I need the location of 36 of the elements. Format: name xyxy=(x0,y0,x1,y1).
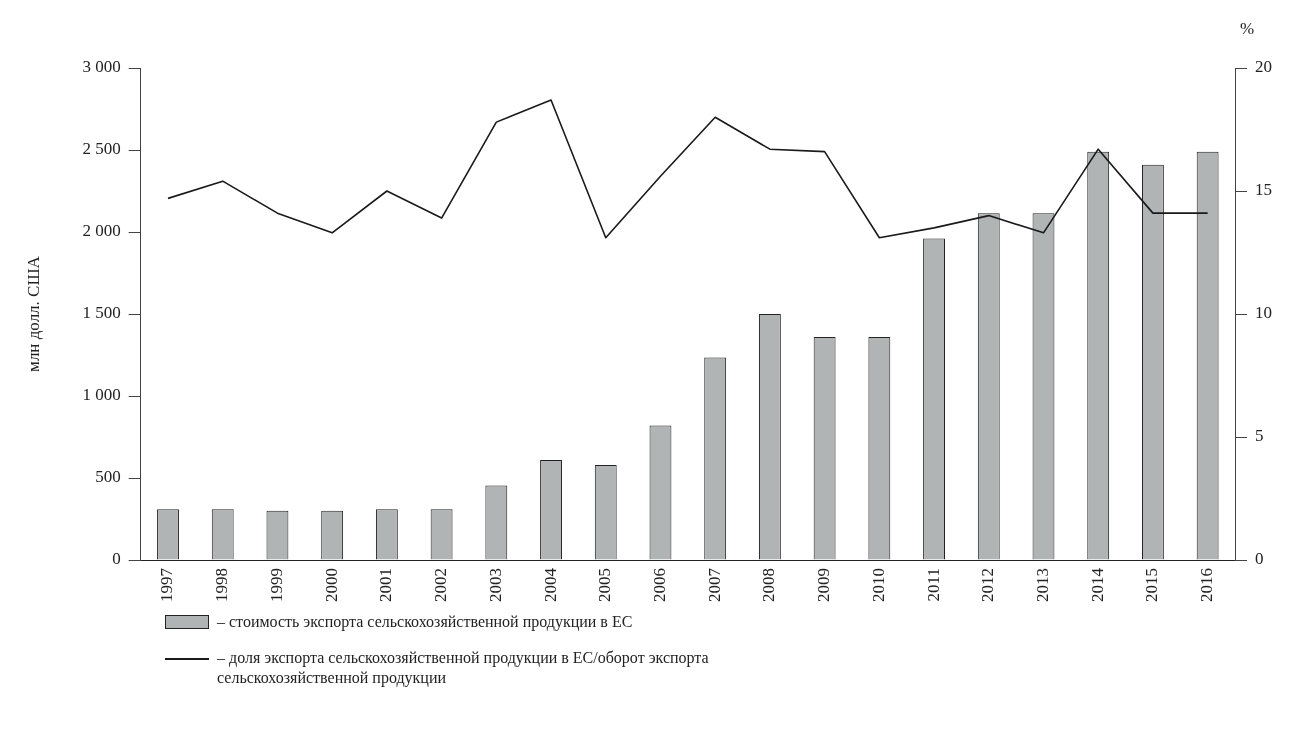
y-tick-label: 1 000 xyxy=(82,385,121,405)
x-tick-label: 2010 xyxy=(868,568,888,602)
x-tick-label: 2002 xyxy=(431,568,451,602)
x-tick-label: 1997 xyxy=(157,567,177,602)
y-tick-label: 2 000 xyxy=(82,221,121,241)
y2-tick-label: 20 xyxy=(1255,57,1272,77)
y2-tick-label: 5 xyxy=(1255,426,1264,446)
x-tick-label: 2016 xyxy=(1197,568,1217,602)
y2-tick-label: 0 xyxy=(1255,549,1264,569)
x-tick-label: 2000 xyxy=(321,568,341,602)
y-axis-title: млн долл. США xyxy=(23,255,43,372)
x-tick-label: 2004 xyxy=(540,567,560,602)
x-tick-label: 2012 xyxy=(978,568,998,602)
x-tick-label: 1999 xyxy=(266,568,286,602)
y-tick-label: 2 500 xyxy=(82,139,121,159)
x-tick-label: 2003 xyxy=(485,568,505,602)
x-tick-label: 2011 xyxy=(923,568,943,602)
y-tick-label: 0 xyxy=(112,549,121,569)
x-tick-label: 1998 xyxy=(212,568,232,602)
y-tick-label: 500 xyxy=(95,467,121,487)
x-tick-label: 2014 xyxy=(1087,567,1107,602)
y-tick-label: 3 000 xyxy=(82,57,121,77)
x-tick-label: 2006 xyxy=(649,568,669,602)
y2-tick-label: 10 xyxy=(1255,303,1272,323)
x-tick-label: 2007 xyxy=(704,567,724,602)
x-tick-label: 2013 xyxy=(1032,568,1052,602)
x-tick-label: 2005 xyxy=(595,568,615,602)
y2-axis-title: % xyxy=(1239,18,1255,38)
x-tick-label: 2001 xyxy=(376,568,396,602)
x-tick-label: 2009 xyxy=(814,568,834,602)
x-tick-label: 2015 xyxy=(1142,568,1162,602)
legend-label: – стоимость экспорта сельскохозяйственной продукции в ЕС xyxy=(217,612,633,632)
y-tick-label: 1 500 xyxy=(82,303,121,323)
legend-label: – доля экспорта сельскохозяйственной продукции в ЕС/оборот экспорта сельскохозяйственной продукции xyxy=(217,648,710,688)
y2-tick-label: 15 xyxy=(1255,180,1272,200)
x-tick-label: 2008 xyxy=(759,568,779,602)
